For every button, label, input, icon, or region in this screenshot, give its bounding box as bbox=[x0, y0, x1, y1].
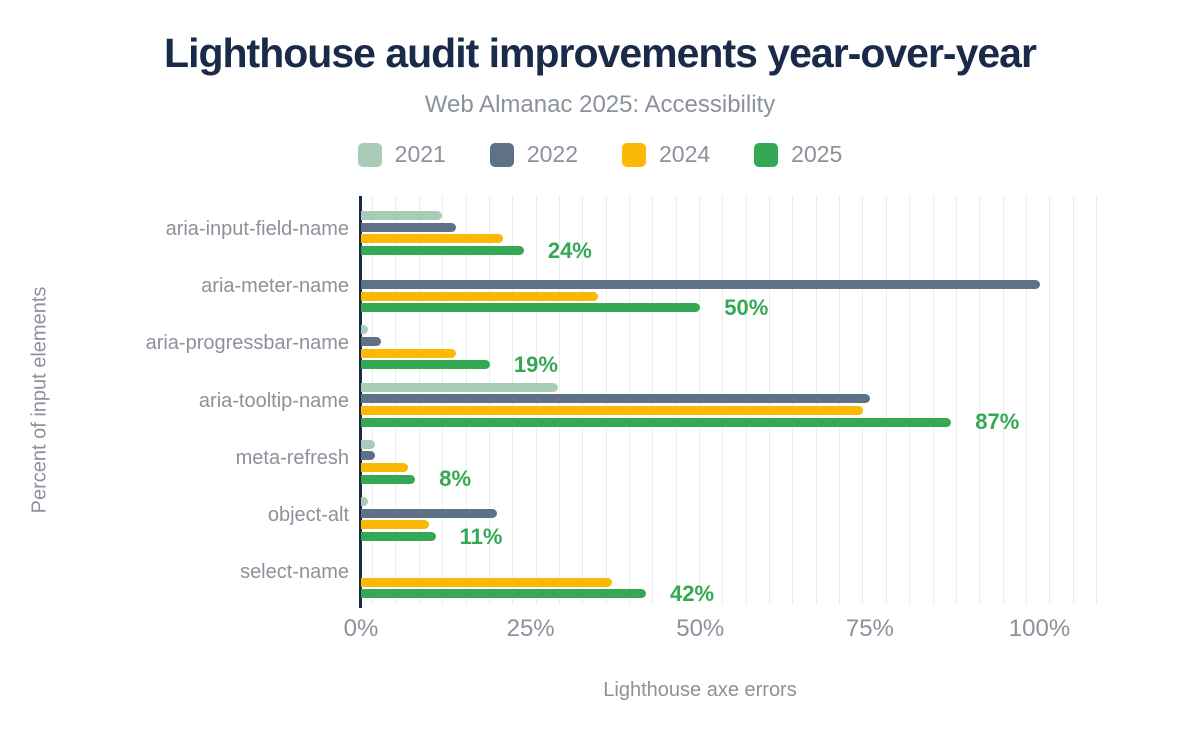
legend-item-2024[interactable]: 2024 bbox=[622, 141, 710, 168]
value-label-aria-meter-name: 50% bbox=[724, 294, 769, 320]
x-tick-75%: 75% bbox=[845, 615, 894, 642]
legend-item-2021[interactable]: 2021 bbox=[357, 141, 446, 168]
gridline bbox=[1095, 196, 1097, 604]
bar-aria-tooltip-name-2025[interactable] bbox=[361, 417, 952, 427]
bar-aria-meter-name-2025[interactable] bbox=[361, 303, 701, 313]
category-label-aria-tooltip-name: aria-tooltip-name bbox=[198, 389, 349, 412]
legend-swatch-2024 bbox=[622, 142, 646, 167]
gridline bbox=[955, 196, 957, 604]
x-tick-25%: 25% bbox=[506, 615, 555, 642]
value-label-aria-input-field-name: 24% bbox=[547, 237, 592, 263]
gridline bbox=[979, 196, 981, 604]
gridline bbox=[1025, 196, 1027, 604]
bar-aria-tooltip-name-2021[interactable] bbox=[361, 382, 558, 392]
bar-object-alt-2025[interactable] bbox=[361, 532, 436, 542]
bar-meta-refresh-2024[interactable] bbox=[361, 463, 409, 473]
legend: 2021 2022 2024 2025 bbox=[0, 141, 1200, 168]
bar-select-name-2024[interactable] bbox=[361, 577, 613, 587]
category-label-select-name: select-name bbox=[240, 561, 349, 584]
bar-aria-input-field-name-2021[interactable] bbox=[361, 210, 443, 220]
bar-aria-meter-name-2022[interactable] bbox=[361, 279, 1040, 289]
bar-aria-progressbar-name-2025[interactable] bbox=[361, 360, 490, 370]
legend-label: 2025 bbox=[791, 141, 843, 167]
gridline bbox=[1072, 196, 1074, 604]
bar-meta-refresh-2025[interactable] bbox=[361, 474, 416, 484]
legend-label: 2022 bbox=[526, 141, 578, 167]
category-label-aria-meter-name: aria-meter-name bbox=[201, 275, 349, 298]
value-label-select-name: 42% bbox=[669, 580, 715, 606]
chart-title: Lighthouse audit improvements year-over-… bbox=[164, 30, 1037, 76]
bar-aria-tooltip-name-2024[interactable] bbox=[361, 405, 864, 415]
bar-aria-input-field-name-2024[interactable] bbox=[361, 234, 504, 244]
bar-aria-input-field-name-2025[interactable] bbox=[361, 246, 524, 256]
chart-subtitle: Web Almanac 2025: Accessibility bbox=[424, 91, 776, 118]
bar-object-alt-2024[interactable] bbox=[361, 520, 429, 530]
gridline bbox=[1049, 196, 1051, 604]
category-label-aria-input-field-name: aria-input-field-name bbox=[165, 218, 349, 240]
y-axis-line bbox=[359, 196, 362, 608]
category-label-object-alt: object-alt bbox=[267, 504, 349, 526]
value-label-meta-refresh: 8% bbox=[439, 466, 472, 492]
value-label-aria-progressbar-name: 19% bbox=[513, 351, 558, 377]
legend-swatch-2025 bbox=[754, 142, 779, 167]
bar-object-alt-2022[interactable] bbox=[361, 508, 497, 518]
gridline bbox=[885, 196, 887, 604]
x-tick-50%: 50% bbox=[676, 615, 725, 642]
bar-aria-input-field-name-2022[interactable] bbox=[361, 222, 456, 232]
bar-meta-refresh-2021[interactable] bbox=[361, 439, 375, 449]
legend-label: 2021 bbox=[394, 141, 446, 167]
bar-aria-progressbar-name-2022[interactable] bbox=[361, 337, 382, 347]
gridline bbox=[909, 196, 911, 604]
legend-item-2025[interactable]: 2025 bbox=[754, 141, 842, 168]
gridline bbox=[932, 196, 934, 604]
x-tick-100%: 100% bbox=[1008, 615, 1071, 642]
bar-aria-progressbar-name-2024[interactable] bbox=[361, 348, 456, 358]
legend-swatch-2021 bbox=[357, 142, 382, 167]
y-axis-title: Percent of input elements bbox=[28, 286, 51, 514]
legend-item-2022[interactable]: 2022 bbox=[489, 141, 578, 168]
bar-aria-tooltip-name-2022[interactable] bbox=[361, 394, 870, 404]
bar-object-alt-2021[interactable] bbox=[361, 496, 368, 506]
gridline bbox=[1002, 196, 1004, 604]
category-label-meta-refresh: meta-refresh bbox=[235, 446, 349, 469]
value-label-aria-tooltip-name: 87% bbox=[975, 409, 1020, 435]
x-axis-title: Lighthouse axe errors bbox=[603, 679, 797, 701]
bar-aria-progressbar-name-2021[interactable] bbox=[361, 325, 368, 335]
category-label-aria-progressbar-name: aria-progressbar-name bbox=[145, 332, 349, 355]
value-label-object-alt: 11% bbox=[459, 523, 503, 549]
legend-swatch-2022 bbox=[489, 142, 514, 167]
bar-meta-refresh-2022[interactable] bbox=[361, 451, 375, 461]
bar-select-name-2025[interactable] bbox=[361, 589, 646, 599]
legend-label: 2024 bbox=[659, 141, 711, 167]
x-tick-0%: 0% bbox=[343, 615, 379, 642]
bar-aria-meter-name-2024[interactable] bbox=[361, 291, 599, 301]
